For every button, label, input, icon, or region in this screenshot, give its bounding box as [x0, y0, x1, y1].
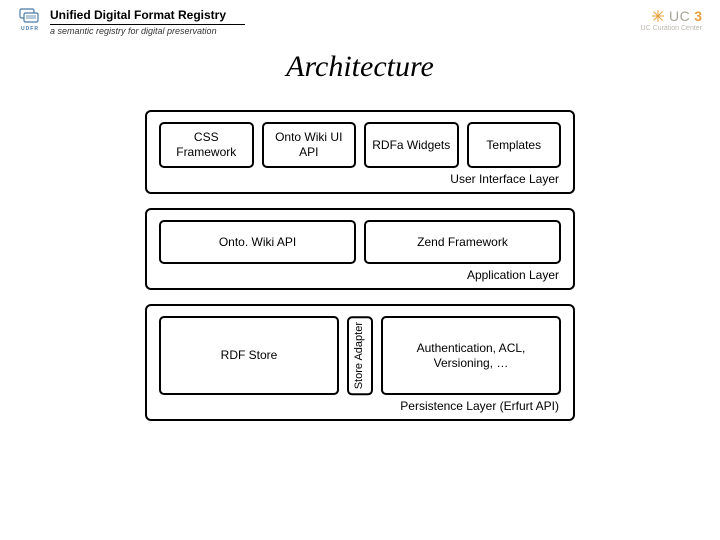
udfr-logo: UDFR [18, 8, 42, 32]
layer-persistence: RDF Store Store Adapter Authentication, … [145, 304, 575, 421]
architecture-diagram: CSS Framework Onto Wiki UI API RDFa Widg… [145, 110, 575, 421]
star-icon [651, 9, 665, 23]
registry-title: Unified Digital Format Registry [50, 8, 245, 22]
box-store-adapter: Store Adapter [347, 316, 373, 395]
layer-application: Onto. Wiki API Zend Framework Applicatio… [145, 208, 575, 290]
title-block: Unified Digital Format Registry a semant… [50, 8, 245, 36]
layer-ui-boxes: CSS Framework Onto Wiki UI API RDFa Widg… [159, 122, 561, 168]
layer-ui: CSS Framework Onto Wiki UI API RDFa Widg… [145, 110, 575, 194]
box-auth-acl-versioning: Authentication, ACL, Versioning, … [381, 316, 561, 395]
uc3-subtitle: UC Curation Center [641, 25, 702, 32]
layer-app-boxes: Onto. Wiki API Zend Framework [159, 220, 561, 264]
uc3-logo: UC3 [641, 8, 702, 24]
header: UDFR Unified Digital Format Registry a s… [0, 0, 720, 40]
box-ontowiki-ui-api: Onto Wiki UI API [262, 122, 357, 168]
layer-ui-label: User Interface Layer [159, 172, 561, 186]
box-templates: Templates [467, 122, 562, 168]
box-rdfa-widgets: RDFa Widgets [364, 122, 459, 168]
uc3-number: 3 [694, 8, 702, 24]
logo-sublabel: UDFR [21, 26, 39, 32]
uc3-label: UC [669, 8, 690, 24]
layer-app-label: Application Layer [159, 268, 561, 282]
page-title: Architecture [0, 50, 720, 84]
box-rdf-store: RDF Store [159, 316, 339, 395]
layer-persist-boxes: RDF Store Store Adapter Authentication, … [159, 316, 561, 395]
box-css-framework: CSS Framework [159, 122, 254, 168]
title-divider [50, 24, 245, 25]
header-right: UC3 UC Curation Center [641, 8, 702, 32]
header-left: UDFR Unified Digital Format Registry a s… [18, 8, 245, 36]
box-zend-framework: Zend Framework [364, 220, 561, 264]
layer-persist-label: Persistence Layer (Erfurt API) [159, 399, 561, 413]
box-ontowiki-api: Onto. Wiki API [159, 220, 356, 264]
layers-icon [19, 8, 41, 24]
registry-subtitle: a semantic registry for digital preserva… [50, 26, 245, 36]
